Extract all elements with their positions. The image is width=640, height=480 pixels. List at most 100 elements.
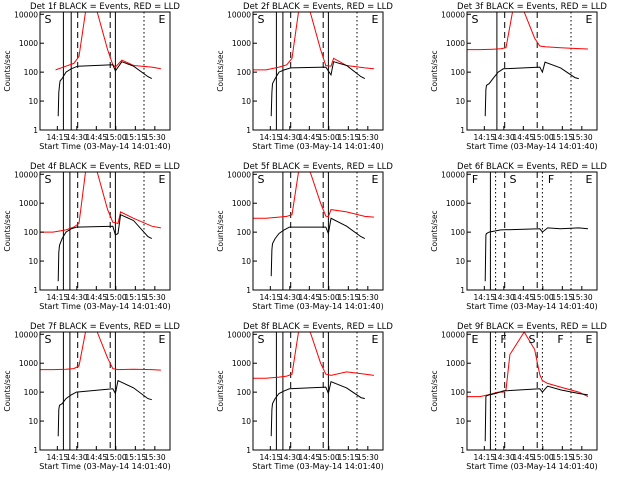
y-tick-label: 100 [237, 388, 252, 397]
y-tick-label: 1 [33, 446, 38, 455]
events-series-line [57, 379, 152, 437]
marker-label: S [258, 333, 265, 346]
lld-series-line [253, 12, 374, 71]
marker-label: E [159, 333, 166, 346]
lld-series-line [40, 172, 161, 233]
x-tick-label: 15:00 [318, 453, 340, 462]
x-tick-label: 15:30 [144, 133, 166, 142]
y-tick-label: 1000 [446, 359, 465, 368]
y-tick-label: 1 [246, 126, 251, 135]
x-tick-label: 15:00 [105, 293, 127, 302]
marker-label: F [548, 173, 554, 186]
events-series-line [484, 385, 588, 442]
plot-frame [252, 331, 384, 451]
y-axis-label: Counts/sec [430, 50, 439, 91]
y-tick-label: 10000 [441, 10, 465, 19]
panel-title: Det 8f BLACK = Events, RED = LLD [243, 322, 393, 332]
plot-area [484, 172, 588, 290]
x-tick-label: 15:30 [357, 293, 379, 302]
y-tick-label: 10000 [14, 170, 38, 179]
marker-label: E [159, 173, 166, 186]
marker-label: S [45, 13, 52, 26]
x-tick-label: 15:30 [571, 293, 593, 302]
plot-area [253, 172, 374, 290]
marker-label: F [557, 333, 563, 346]
y-tick-label: 1000 [19, 359, 38, 368]
x-tick-label: 15:15 [338, 133, 360, 142]
y-tick-label: 100 [451, 68, 466, 77]
x-tick-label: 14:15 [474, 293, 496, 302]
events-series-line [484, 227, 588, 282]
y-tick-label: 1000 [446, 199, 465, 208]
y-tick-label: 10 [28, 417, 38, 426]
y-tick-label: 1 [33, 286, 38, 295]
y-tick-label: 100 [24, 228, 39, 237]
x-tick-label: 14:45 [513, 133, 535, 142]
y-tick-label: 1 [460, 286, 465, 295]
y-tick-label: 10 [241, 97, 251, 106]
y-axis-label: Counts/sec [216, 210, 225, 251]
lld-series-line [253, 332, 374, 379]
plot-frame [39, 331, 171, 451]
y-tick-label: 1000 [232, 199, 251, 208]
marker-label: E [372, 173, 379, 186]
lld-series-line [467, 12, 588, 51]
marker-label: E [372, 13, 379, 26]
marker-label: E [472, 333, 479, 346]
panel-title: Det 5f BLACK = Events, RED = LLD [243, 162, 393, 172]
y-tick-label: 1000 [232, 359, 251, 368]
x-axis-label: Start Time (03-May-14 14:01:40) [466, 302, 597, 311]
marker-label: E [586, 333, 593, 346]
x-tick-label: 14:15 [260, 133, 282, 142]
x-tick-label: 14:30 [493, 293, 515, 302]
y-tick-label: 10 [241, 257, 251, 266]
x-tick-label: 14:30 [66, 293, 88, 302]
marker-label: S [510, 173, 517, 186]
marker-label: S [258, 13, 265, 26]
x-tick-label: 14:30 [66, 453, 88, 462]
panel-title: Det 4f BLACK = Events, RED = LLD [30, 162, 180, 172]
y-tick-label: 10000 [14, 10, 38, 19]
x-axis-label: Start Time (03-May-14 14:01:40) [252, 302, 383, 311]
x-tick-label: 14:15 [260, 453, 282, 462]
plot-frame [466, 171, 598, 291]
panel-title: Det 2f BLACK = Events, RED = LLD [243, 2, 393, 12]
y-tick-label: 100 [237, 68, 252, 77]
y-tick-label: 10000 [441, 330, 465, 339]
y-tick-label: 100 [24, 388, 39, 397]
plot-frame [39, 11, 171, 131]
x-axis-label: Start Time (03-May-14 14:01:40) [252, 142, 383, 151]
x-tick-label: 15:15 [125, 453, 147, 462]
y-axis-label: Counts/sec [3, 50, 12, 91]
x-tick-label: 14:15 [474, 453, 496, 462]
events-series-line [484, 61, 579, 117]
x-axis-label: Start Time (03-May-14 14:01:40) [39, 142, 170, 151]
x-tick-label: 15:00 [105, 453, 127, 462]
lld-series-line [55, 12, 161, 71]
y-tick-label: 10000 [441, 170, 465, 179]
y-tick-label: 1000 [446, 39, 465, 48]
x-tick-label: 15:15 [552, 293, 574, 302]
plot-frame [252, 11, 384, 131]
y-tick-label: 100 [237, 228, 252, 237]
y-tick-label: 100 [24, 68, 39, 77]
y-tick-label: 10000 [14, 330, 38, 339]
marker-label: S [258, 173, 265, 186]
events-series-line [57, 61, 153, 117]
x-tick-label: 15:00 [105, 133, 127, 142]
x-tick-label: 15:30 [357, 133, 379, 142]
y-tick-label: 1 [246, 446, 251, 455]
plot-area [467, 12, 588, 130]
panel-title: Det 3f BLACK = Events, RED = LLD [457, 2, 607, 12]
y-tick-label: 1000 [19, 39, 38, 48]
x-tick-label: 14:30 [279, 133, 301, 142]
marker-label: S [472, 13, 479, 26]
x-tick-label: 14:30 [493, 133, 515, 142]
panel-title: Det 9f BLACK = Events, RED = LLD [457, 322, 607, 332]
x-tick-label: 14:30 [279, 293, 301, 302]
y-tick-label: 1 [460, 446, 465, 455]
